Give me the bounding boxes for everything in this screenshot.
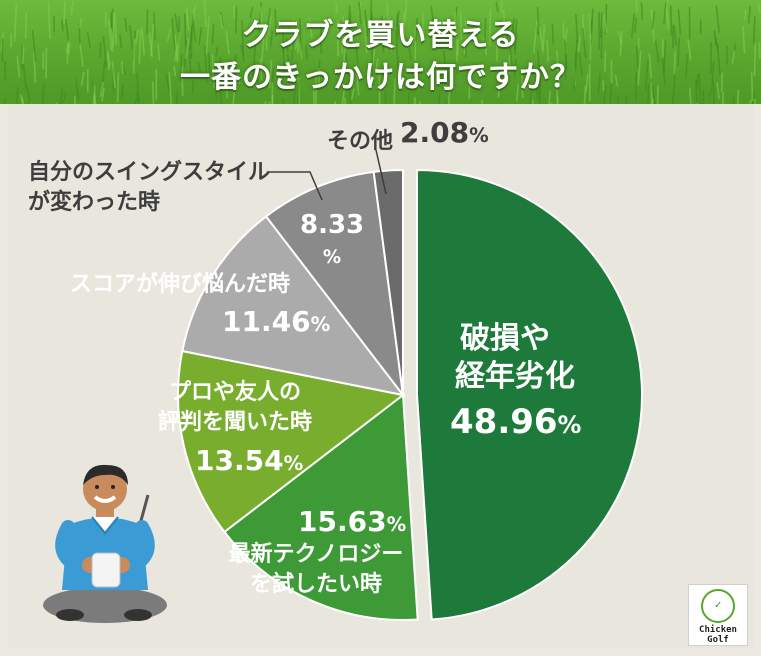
slice-value-damage-number: 48.96 (450, 402, 558, 442)
slice-label-reputation: プロや友人の 評判を聞いた時 (150, 378, 320, 438)
slice-label-technology: 最新テクノロジー を試したい時 (226, 540, 406, 600)
slice-value-score: 11.46% (222, 305, 330, 338)
pie-slice-damage (416, 168, 643, 621)
slice-label-swing: 自分のスイングスタイル が変わった時 (28, 158, 270, 218)
slice-value-swing-number: 8.33 (300, 210, 365, 240)
logo-line-1: Chicken (699, 625, 737, 635)
pie-slice-technology (223, 393, 419, 621)
slice-label-swing-line2: が変わった時 (28, 190, 161, 215)
slice-value-score-number: 11.46 (222, 305, 311, 338)
slice-value-technology-unit: % (386, 513, 407, 536)
leader-line-swing (268, 171, 323, 201)
slice-value-damage: 48.96% (450, 402, 581, 442)
slice-label-damage-line1: 破損や (460, 321, 550, 356)
chicken-golf-logo-mark: ✓ (701, 589, 735, 623)
pie-slice-reputation (177, 349, 406, 534)
pie-slice-score (181, 215, 406, 397)
slice-value-other-number: 2.08 (400, 116, 470, 149)
header-banner: クラブを買い替える 一番のきっかけは何ですか？ (0, 0, 761, 104)
slice-value-swing-unit: % (322, 247, 342, 268)
title-line-2: 一番のきっかけは何ですか？ (180, 60, 581, 95)
slice-value-damage-unit: % (557, 411, 582, 439)
golfer-illustration-icon (43, 464, 167, 623)
grass-pattern-icon (0, 0, 761, 104)
slice-label-damage: 破損や 経年劣化 (455, 320, 575, 396)
logo-line-2: Golf (707, 635, 729, 645)
slice-label-other: その他 (327, 123, 393, 155)
slice-value-score-unit: % (310, 313, 331, 336)
slice-value-swing: 8.33% (300, 210, 364, 273)
slice-label-technology-line1: 最新テクノロジー (228, 542, 404, 567)
slice-label-score: スコアが伸び悩んだ時 (70, 266, 290, 298)
slice-value-other: 2.08% (400, 116, 489, 149)
slice-value-reputation-unit: % (283, 452, 304, 475)
slice-value-reputation-number: 13.54 (195, 444, 284, 477)
slice-label-other-text: その他 (327, 129, 394, 154)
leader-line-other (375, 149, 387, 195)
slice-label-swing-line1: 自分のスイングスタイル (28, 160, 271, 185)
slice-value-technology: 15.63% (298, 505, 406, 538)
slice-label-score-text: スコアが伸び悩んだ時 (70, 272, 291, 297)
slice-label-damage-line2: 経年劣化 (455, 359, 575, 394)
pie-slice-other (372, 168, 404, 396)
slice-label-reputation-line2: 評判を聞いた時 (157, 410, 312, 435)
slice-value-other-unit: % (469, 124, 489, 147)
slice-value-reputation: 13.54% (195, 444, 303, 477)
chicken-golf-logo: ✓ Chicken Golf (688, 584, 748, 646)
slice-label-reputation-line1: プロや友人の (168, 380, 301, 405)
slice-value-technology-number: 15.63 (298, 505, 387, 538)
slice-label-technology-line2: を試したい時 (249, 572, 382, 597)
title-line-1: クラブを買い替える (241, 18, 520, 53)
